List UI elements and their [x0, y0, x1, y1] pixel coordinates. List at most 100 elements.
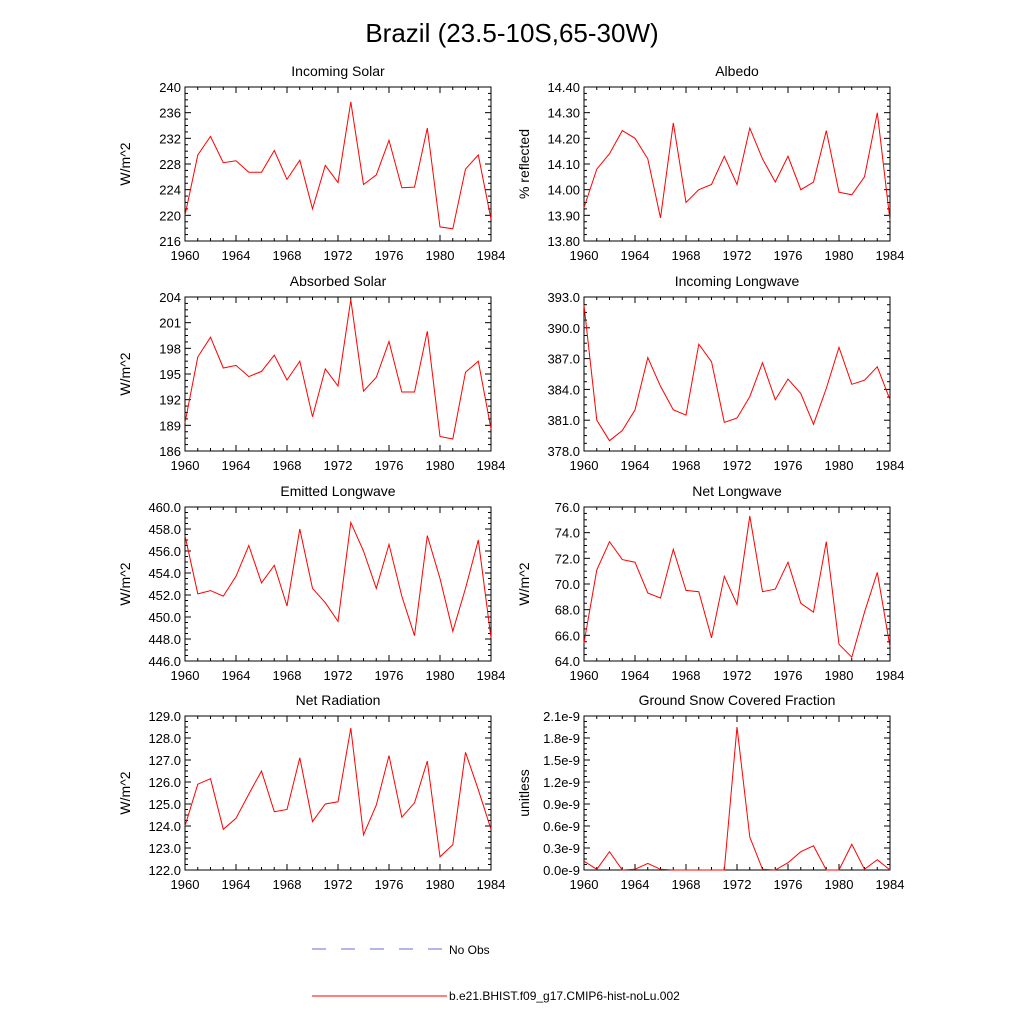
panel-0-xtick-label: 1968 [273, 248, 302, 263]
legend-model-label: b.e21.BHIST.f09_g17.CMIP6-hist-noLu.002 [449, 989, 680, 1003]
panel-1-title: Albedo [715, 63, 759, 79]
panel-5-ytick-label: 72.0 [555, 551, 580, 566]
panel-2-frame [184, 296, 492, 452]
panel-4-ylabel: W/m^2 [117, 562, 133, 605]
panel-1: 1960 1964 1968 1972 1976 1980 1984 13.80 13.90 14… [516, 63, 904, 263]
panel-6-xtick-label: 1968 [273, 877, 302, 892]
panel-3-ytick-label: 384.0 [547, 382, 580, 397]
panel-4-xtick-label: 1972 [324, 668, 353, 683]
panel-3-xtick-label: 1984 [876, 458, 905, 473]
panel-0-xtick-label: 1972 [324, 248, 353, 263]
panel-6-xtick-label: 1980 [426, 877, 455, 892]
panels: 1960 1964 1968 1972 1976 1980 1984 216 220 224 228… [117, 63, 904, 892]
panel-6-xtick-label: 1960 [171, 877, 200, 892]
panel-7-xtick-label: 1972 [723, 877, 752, 892]
panel-0-ytick-label: 224 [159, 183, 181, 198]
panel-1-xtick-label: 1964 [621, 248, 650, 263]
panel-4: 1960 1964 1968 1972 1976 1980 1984 446.0 448.0 45… [117, 483, 505, 683]
panel-4-xtick-label: 1960 [171, 668, 200, 683]
panel-7-xtick-label: 1960 [570, 877, 599, 892]
panel-5-ytick-label: 70.0 [555, 577, 580, 592]
panel-0-title: Incoming Solar [291, 63, 385, 79]
panel-5: 1960 1964 1968 1972 1976 1980 1984 64.0 66.0 68.0… [516, 483, 904, 683]
panel-2-xtick-label: 1960 [171, 458, 200, 473]
panel-2-ytick-label: 192 [159, 393, 181, 408]
panel-4-series-line [184, 520, 492, 638]
panel-3-ytick-label: 390.0 [547, 321, 580, 336]
panel-4-ytick-label: 456.0 [148, 544, 181, 559]
panel-1-ytick-label: 13.90 [547, 208, 580, 223]
panel-4-ytick-label: 460.0 [148, 500, 181, 515]
panel-4-xtick-label: 1976 [375, 668, 404, 683]
panel-4-xtick-label: 1968 [273, 668, 302, 683]
panel-3-xtick-label: 1976 [774, 458, 803, 473]
panel-6-xtick-label: 1964 [222, 877, 251, 892]
panel-0: 1960 1964 1968 1972 1976 1980 1984 216 220 224 228… [117, 63, 505, 263]
panel-5-ylabel: W/m^2 [516, 562, 532, 605]
panel-3-ytick-label: 381.0 [547, 413, 580, 428]
panel-6-series-line [184, 728, 492, 858]
panel-5-ytick-label: 74.0 [555, 526, 580, 541]
panel-6-ytick-label: 127.0 [148, 753, 181, 768]
panel-3-xtick-label: 1968 [672, 458, 701, 473]
panel-0-ytick-label: 232 [159, 131, 181, 146]
panel-2-xtick-label: 1980 [426, 458, 455, 473]
panel-4-ytick-label: 452.0 [148, 588, 181, 603]
panel-6-ylabel: W/m^2 [117, 771, 133, 814]
panel-7-ytick-label: 0.9e-9 [543, 797, 580, 812]
panel-7-frame [583, 715, 891, 871]
panel-0-xtick-label: 1960 [171, 248, 200, 263]
panel-5-xtick-label: 1976 [774, 668, 803, 683]
panel-6: 1960 1964 1968 1972 1976 1980 1984 122.0 123.0 12… [117, 692, 505, 892]
panel-6-title: Net Radiation [296, 692, 381, 708]
panel-5-series-line [583, 515, 891, 659]
panel-0-xtick-label: 1980 [426, 248, 455, 263]
panel-7-ytick-label: 0.0e-9 [543, 863, 580, 878]
panel-2: 1960 1964 1968 1972 1976 1980 1984 186 189 192 195… [117, 273, 505, 473]
panel-1-frame [583, 86, 891, 242]
panel-1-ytick-label: 14.10 [547, 157, 580, 172]
panel-2-xtick-label: 1964 [222, 458, 251, 473]
panel-4-ytick-label: 448.0 [148, 632, 181, 647]
panel-7-xtick-label: 1964 [621, 877, 650, 892]
legend-no-obs-label: No Obs [449, 943, 490, 957]
panel-3-xtick-label: 1960 [570, 458, 599, 473]
panel-5-ytick-label: 64.0 [555, 654, 580, 669]
panel-6-ytick-label: 126.0 [148, 775, 181, 790]
panel-0-series-line [184, 101, 492, 230]
panel-7-ytick-label: 2.1e-9 [543, 709, 580, 724]
panel-1-series-line [583, 112, 891, 221]
panel-2-ytick-label: 201 [159, 316, 181, 331]
panel-5-ytick-label: 68.0 [555, 603, 580, 618]
panel-7-xtick-label: 1980 [825, 877, 854, 892]
panel-7-ytick-label: 0.3e-9 [543, 841, 580, 856]
panel-3-xtick-label: 1972 [723, 458, 752, 473]
panel-7-ytick-label: 0.6e-9 [543, 819, 580, 834]
panel-3-ytick-label: 387.0 [547, 352, 580, 367]
panel-6-ytick-label: 123.0 [148, 841, 181, 856]
panel-1-xtick-label: 1976 [774, 248, 803, 263]
panel-5-xtick-label: 1964 [621, 668, 650, 683]
panel-1-ytick-label: 14.00 [547, 183, 580, 198]
panel-4-xtick-label: 1984 [477, 668, 506, 683]
panel-6-ytick-label: 122.0 [148, 863, 181, 878]
panel-5-ytick-label: 76.0 [555, 500, 580, 515]
panel-4-xtick-label: 1980 [426, 668, 455, 683]
panel-7-ylabel: unitless [516, 769, 532, 816]
panel-3-title: Incoming Longwave [675, 273, 800, 289]
panel-0-xtick-label: 1976 [375, 248, 404, 263]
panel-3-xtick-label: 1980 [825, 458, 854, 473]
panel-5-xtick-label: 1968 [672, 668, 701, 683]
panel-2-ytick-label: 204 [159, 290, 181, 305]
panel-6-xtick-label: 1972 [324, 877, 353, 892]
panel-4-ytick-label: 454.0 [148, 566, 181, 581]
panel-7-xtick-label: 1968 [672, 877, 701, 892]
panel-0-ytick-label: 228 [159, 157, 181, 172]
panel-3-series-line [583, 305, 891, 442]
panel-7-title: Ground Snow Covered Fraction [639, 692, 836, 708]
panel-5-xtick-label: 1980 [825, 668, 854, 683]
panel-2-xtick-label: 1968 [273, 458, 302, 473]
panel-6-ytick-label: 129.0 [148, 709, 181, 724]
